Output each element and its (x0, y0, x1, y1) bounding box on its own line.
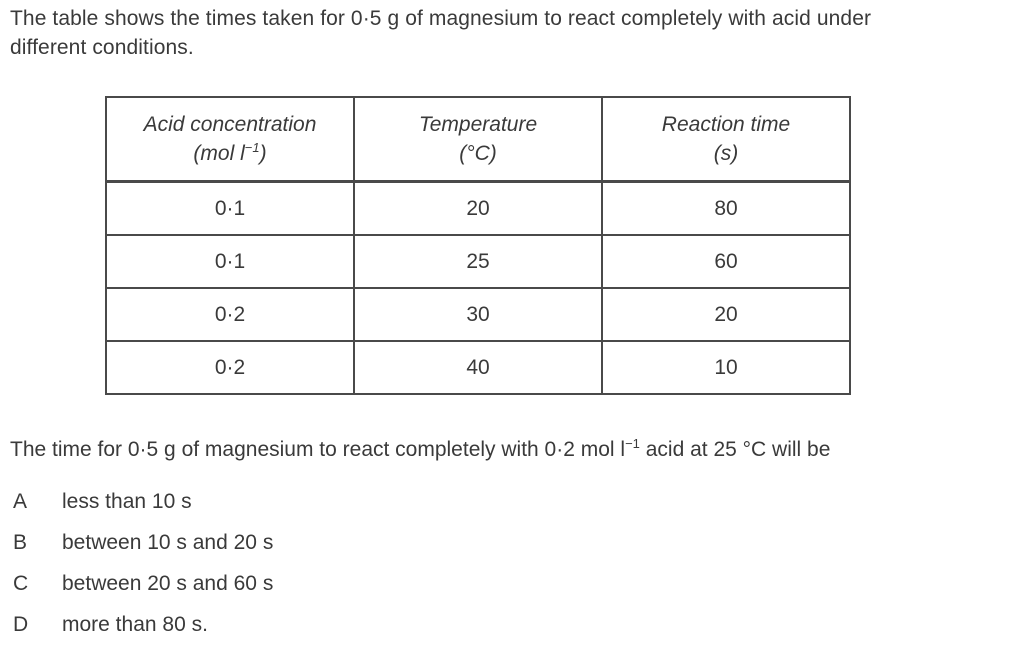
option-d: D more than 80 s. (13, 613, 1024, 654)
question-text-post: acid at 25 °C will be (639, 438, 831, 461)
option-c-text: between 20 s and 60 s (62, 572, 274, 595)
table-row: 0·1 20 80 (105, 180, 851, 236)
option-a-letter: A (13, 490, 28, 513)
cell-concentration: 0·2 (105, 287, 355, 342)
cell-reaction-time: 80 (601, 180, 851, 236)
option-b-text: between 10 s and 20 s (62, 531, 274, 554)
header-reaction-time-label: Reaction time (661, 113, 791, 136)
cell-concentration: 0·1 (105, 234, 355, 289)
option-b-letter: B (13, 531, 28, 554)
option-b: B between 10 s and 20 s (13, 531, 1024, 572)
cell-concentration: 0·1 (105, 180, 355, 236)
header-temperature-label: Temperature (418, 113, 538, 136)
unit-superscript: −1 (244, 140, 260, 155)
table-header-row: Acid concentration (mol l−1) Temperature… (105, 96, 851, 183)
table-body: 0·1 20 80 0·1 25 60 0·2 30 20 0·2 40 10 (105, 180, 851, 395)
table-row: 0·2 30 20 (105, 287, 851, 342)
cell-concentration: 0·2 (105, 340, 355, 395)
answer-options: A less than 10 s B between 10 s and 20 s… (13, 490, 1024, 654)
cell-temperature: 20 (353, 180, 603, 236)
question-superscript: −1 (625, 436, 640, 451)
header-reaction-time: Reaction time (s) (601, 96, 851, 183)
header-temperature: Temperature (°C) (353, 96, 603, 183)
option-d-letter: D (13, 613, 29, 636)
header-acid-concentration-unit: (mol l−1) (108, 139, 352, 168)
cell-temperature: 25 (353, 234, 603, 289)
table-row: 0·2 40 10 (105, 340, 851, 395)
question-text-pre: The time for 0·5 g of magnesium to react… (10, 438, 626, 461)
header-acid-concentration-label: Acid concentration (143, 113, 317, 136)
cell-reaction-time: 60 (601, 234, 851, 289)
header-acid-concentration: Acid concentration (mol l−1) (105, 96, 355, 183)
unit-pre: (mol l (193, 142, 245, 165)
intro-line-1: The table shows the times taken for 0·5 … (10, 7, 872, 30)
cell-reaction-time: 10 (601, 340, 851, 395)
header-temperature-unit: (°C) (459, 142, 497, 165)
option-a-text: less than 10 s (62, 490, 192, 513)
option-c: C between 20 s and 60 s (13, 572, 1024, 613)
intro-line-2: different conditions. (10, 36, 194, 59)
question-statement: The time for 0·5 g of magnesium to react… (10, 435, 1024, 464)
reaction-data-table: Acid concentration (mol l−1) Temperature… (105, 96, 851, 395)
cell-temperature: 30 (353, 287, 603, 342)
cell-reaction-time: 20 (601, 287, 851, 342)
exam-question-page: The table shows the times taken for 0·5 … (10, 4, 1024, 636)
header-reaction-time-unit: (s) (713, 142, 739, 165)
unit-post: ) (259, 142, 267, 165)
option-d-text: more than 80 s. (62, 613, 208, 636)
option-c-letter: C (13, 572, 29, 595)
cell-temperature: 40 (353, 340, 603, 395)
option-a: A less than 10 s (13, 490, 1024, 531)
table-row: 0·1 25 60 (105, 234, 851, 289)
table-header: Acid concentration (mol l−1) Temperature… (105, 96, 851, 183)
question-intro: The table shows the times taken for 0·5 … (10, 4, 1024, 62)
